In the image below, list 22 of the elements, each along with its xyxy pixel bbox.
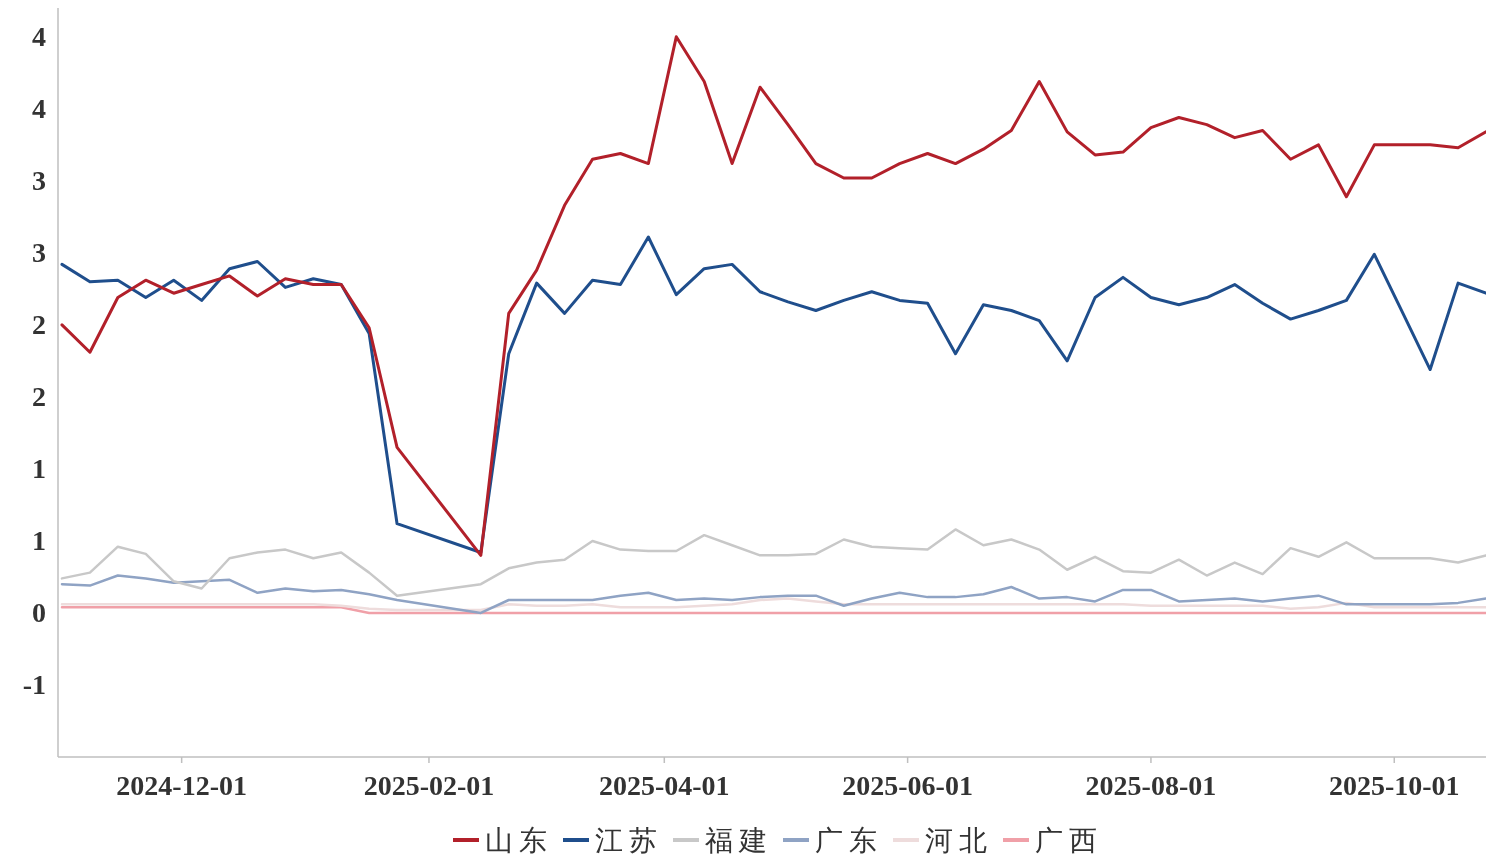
y-tick-label: 0 [32,597,46,629]
legend-label: 山东 [485,824,553,856]
x-tick-label: 2025-10-01 [1328,770,1460,801]
legend-label: 广东 [815,824,883,856]
y-tick-label: 4 [32,21,46,53]
x-tick-label: 2025-08-01 [1085,770,1217,801]
x-tick-label: 2025-04-01 [598,770,730,801]
y-tick-label: -1 [22,669,46,701]
legend-label: 广西 [1035,824,1103,856]
y-tick-label: 3 [32,237,46,269]
y-tick-label: 1 [32,525,46,557]
y-tick-label: 2 [32,309,46,341]
x-tick-label: 2025-06-01 [842,770,973,801]
y-tick-label: 1 [32,453,46,485]
x-tick-label: 2025-02-01 [363,770,495,801]
legend-label: 江苏 [595,824,663,856]
legend-label: 河北 [925,824,993,856]
y-tick-label: 2 [32,381,46,413]
legend-label: 福建 [705,824,773,856]
x-tick-label: 2024-12-01 [116,770,247,801]
y-tick-label: 4 [32,93,46,125]
y-tick-label: 3 [32,165,46,197]
